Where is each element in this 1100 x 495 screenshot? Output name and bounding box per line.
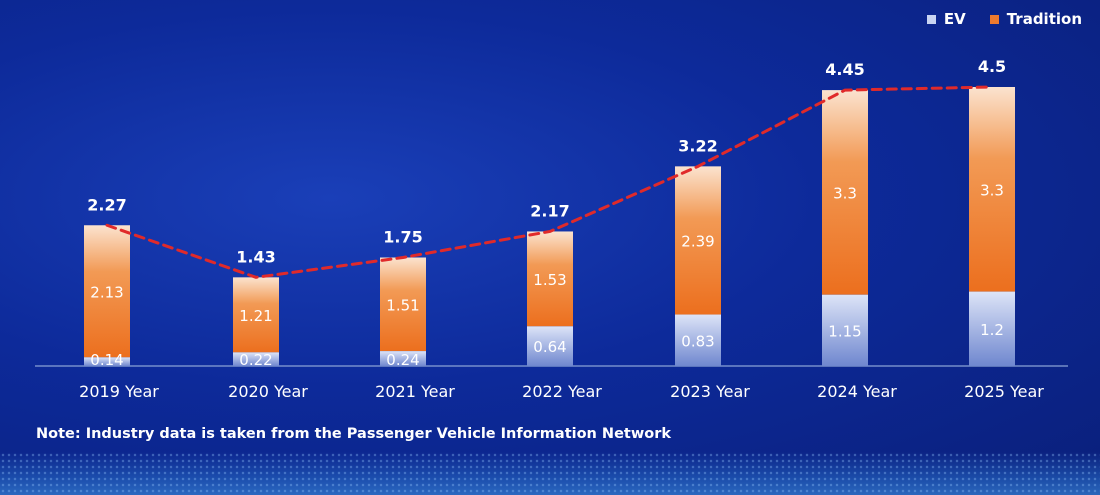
bar-ev <box>969 291 1015 366</box>
data-label-total: 1.75 <box>383 228 422 247</box>
legend: EV Tradition <box>926 10 1082 28</box>
data-label-ev: 0.64 <box>533 338 566 356</box>
bar-tradition <box>233 277 279 353</box>
legend-label-tradition: Tradition <box>1006 10 1082 28</box>
legend-item-tradition: Tradition <box>989 10 1082 28</box>
bar-ev <box>84 357 130 366</box>
data-label-tradition: 3.3 <box>833 184 857 202</box>
bar-tradition <box>969 87 1015 292</box>
x-tick-label: 2023 Year <box>670 382 750 401</box>
data-label-ev: 1.2 <box>980 321 1004 339</box>
bar-ev <box>380 351 426 366</box>
data-label-tradition: 1.51 <box>386 296 419 314</box>
data-label-ev: 1.15 <box>828 322 861 340</box>
bar-tradition <box>675 166 721 315</box>
decorative-footer-band <box>0 452 1100 495</box>
x-tick-label: 2021 Year <box>375 382 455 401</box>
bar-ev <box>675 314 721 366</box>
data-label-tradition: 2.39 <box>681 232 714 250</box>
data-label-ev: 0.83 <box>681 332 714 350</box>
data-label-tradition: 1.53 <box>533 271 566 289</box>
data-label-total: 2.17 <box>530 201 569 220</box>
data-label-total: 4.5 <box>978 57 1006 76</box>
bar-ev <box>527 326 573 366</box>
data-label-total: 3.22 <box>678 136 717 155</box>
data-label-tradition: 3.3 <box>980 181 1004 199</box>
bar-tradition <box>822 90 868 295</box>
bar-tradition <box>84 225 130 358</box>
trend-line <box>105 85 994 279</box>
bar-ev <box>822 294 868 366</box>
bar-ev <box>233 352 279 366</box>
data-label-tradition: 2.13 <box>90 283 123 301</box>
data-label-ev: 0.24 <box>386 351 419 369</box>
legend-swatch-ev <box>926 14 936 24</box>
source-note: Note: Industry data is taken from the Pa… <box>36 426 671 442</box>
x-tick-label: 2019 Year <box>79 382 159 401</box>
data-label-tradition: 1.21 <box>239 307 272 325</box>
data-label-ev: 0.22 <box>239 351 272 369</box>
x-tick-label: 2022 Year <box>522 382 602 401</box>
data-label-total: 4.45 <box>825 60 864 79</box>
bar-tradition <box>380 257 426 352</box>
legend-swatch-tradition <box>989 14 999 24</box>
x-tick-label: 2025 Year <box>964 382 1044 401</box>
data-label-ev: 0.14 <box>90 351 123 369</box>
legend-item-ev: EV <box>926 10 966 28</box>
bar-tradition <box>527 231 573 327</box>
legend-label-ev: EV <box>943 10 966 28</box>
x-tick-label: 2024 Year <box>817 382 897 401</box>
data-label-total: 1.43 <box>236 247 275 266</box>
data-label-total: 2.27 <box>87 195 126 214</box>
x-tick-label: 2020 Year <box>228 382 308 401</box>
